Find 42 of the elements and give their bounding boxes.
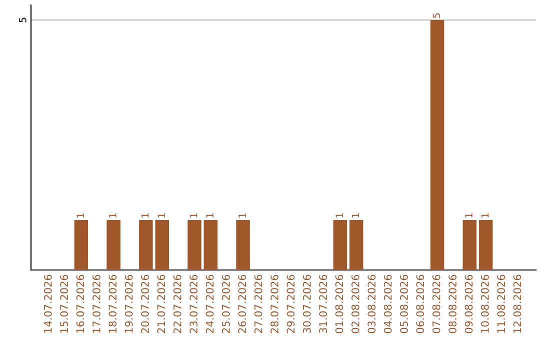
x-tick-label: 15.07.2026 bbox=[60, 274, 68, 333]
data-label: 1 bbox=[109, 213, 116, 218]
x-tick-label: 27.07.2026 bbox=[254, 274, 262, 334]
x-tick-label: 04.08.2026 bbox=[384, 274, 392, 334]
x-tick-label: 21.07.2026 bbox=[157, 274, 166, 334]
x-tick-label: 24.07.2026 bbox=[206, 274, 214, 334]
x-tick-label: 23.07.2026 bbox=[190, 274, 198, 334]
data-label: 1 bbox=[142, 213, 149, 218]
x-tick-label: 16.07.2026 bbox=[76, 274, 84, 333]
x-tick-label: 22.07.2026 bbox=[173, 274, 182, 334]
x-tick-label: 11.08.2026 bbox=[497, 274, 506, 333]
x-tick-label: 02.08.2026 bbox=[351, 274, 360, 334]
x-tick-label: 10.08.2026 bbox=[480, 274, 489, 333]
x-tick-label: 28.07.2026 bbox=[270, 274, 278, 334]
x-tick-label: 08.08.2026 bbox=[448, 274, 456, 334]
data-label: 1 bbox=[190, 213, 198, 218]
data-label: 1 bbox=[336, 213, 343, 218]
x-tick-label: 20.07.2026 bbox=[141, 274, 149, 334]
x-tick-label: 17.07.2026 bbox=[92, 274, 100, 333]
x-tick-label: 07.08.2026 bbox=[432, 274, 440, 334]
data-label: 1 bbox=[481, 213, 489, 218]
x-tick-label: 29.07.2026 bbox=[286, 274, 295, 334]
x-tick-label: 03.08.2026 bbox=[368, 274, 376, 334]
x-tick-label: 26.07.2026 bbox=[238, 274, 246, 334]
x-tick-label: 09.08.2026 bbox=[464, 274, 473, 334]
data-label: 1 bbox=[352, 213, 360, 218]
data-label: 1 bbox=[238, 213, 246, 218]
x-tick-label: 25.07.2026 bbox=[222, 274, 230, 334]
x-tick-label: 19.07.2026 bbox=[124, 274, 133, 333]
x-tick-label: 06.08.2026 bbox=[416, 274, 424, 334]
data-label: 1 bbox=[206, 213, 214, 218]
data-label: 5 bbox=[432, 13, 440, 18]
x-tick-label: 31.07.2026 bbox=[319, 274, 327, 334]
data-label: 1 bbox=[158, 213, 165, 218]
x-tick-label: 18.07.2026 bbox=[108, 274, 117, 333]
data-label: 1 bbox=[465, 213, 472, 218]
x-tick-label: 30.07.2026 bbox=[302, 274, 311, 334]
data-label: 1 bbox=[76, 213, 84, 218]
x-tick-label: 14.07.2026 bbox=[44, 274, 52, 333]
x-tick-label: 12.08.2026 bbox=[513, 274, 522, 333]
x-tick-label: 05.08.2026 bbox=[400, 274, 408, 334]
x-tick-label: 01.08.2026 bbox=[335, 274, 344, 334]
